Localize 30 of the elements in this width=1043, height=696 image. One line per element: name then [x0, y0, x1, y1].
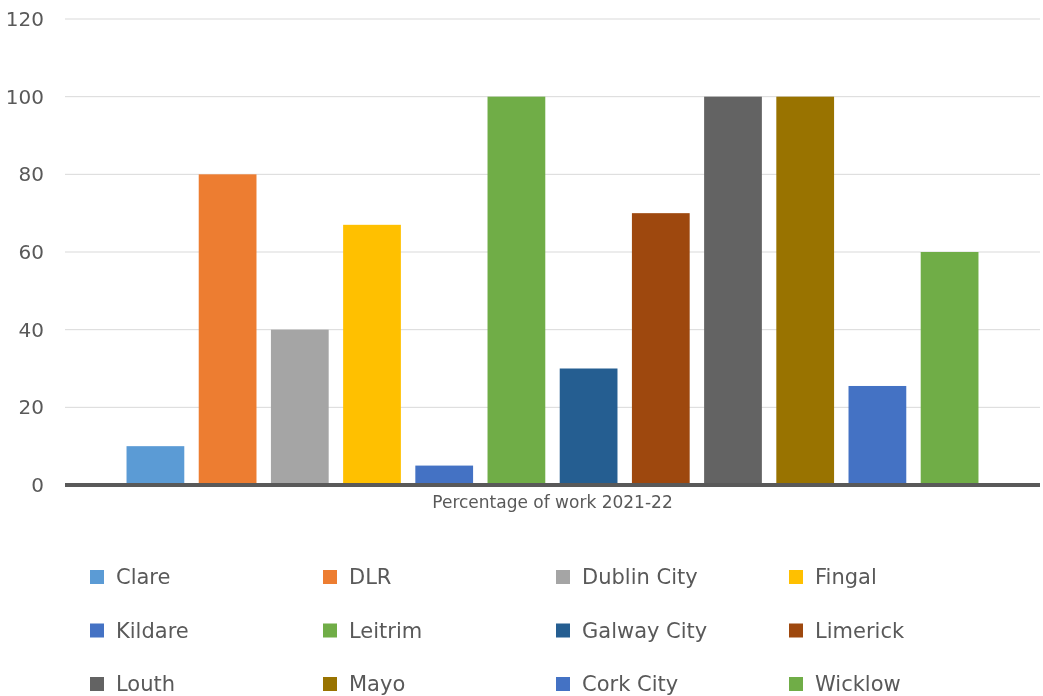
- y-tick-label: 120: [5, 6, 44, 31]
- legend-label: Limerick: [815, 618, 905, 643]
- legend-label: Galway City: [582, 618, 708, 643]
- legend-label: Cork City: [582, 672, 679, 696]
- y-tick-label: 60: [18, 239, 44, 264]
- bar: [343, 224, 401, 485]
- bar: [198, 174, 257, 485]
- x-tick-label: Percentage of work 2021-22: [432, 492, 673, 513]
- y-tick-label: 0: [31, 472, 44, 497]
- legend-label: Leitrim: [349, 618, 423, 643]
- legend-label: Wicklow: [815, 672, 901, 696]
- legend-label: Fingal: [815, 565, 877, 590]
- bar: [270, 329, 329, 485]
- legend-label: Louth: [116, 672, 176, 696]
- y-tick-label: 80: [18, 162, 44, 187]
- legend-label: Dublin City: [582, 565, 698, 590]
- bar: [631, 213, 690, 485]
- y-tick-label: 20: [18, 395, 44, 420]
- y-tick-label: 40: [18, 317, 44, 342]
- bar: [920, 252, 979, 485]
- bar: [126, 446, 185, 485]
- bar: [559, 368, 618, 485]
- legend-label: Clare: [116, 565, 171, 590]
- legend-label: DLR: [349, 565, 392, 590]
- bar: [776, 96, 835, 485]
- y-tick-label: 100: [5, 84, 44, 109]
- legend-label: Kildare: [116, 618, 189, 643]
- bar: [487, 96, 546, 485]
- bar: [848, 385, 907, 485]
- legend-label: Mayo: [349, 672, 406, 696]
